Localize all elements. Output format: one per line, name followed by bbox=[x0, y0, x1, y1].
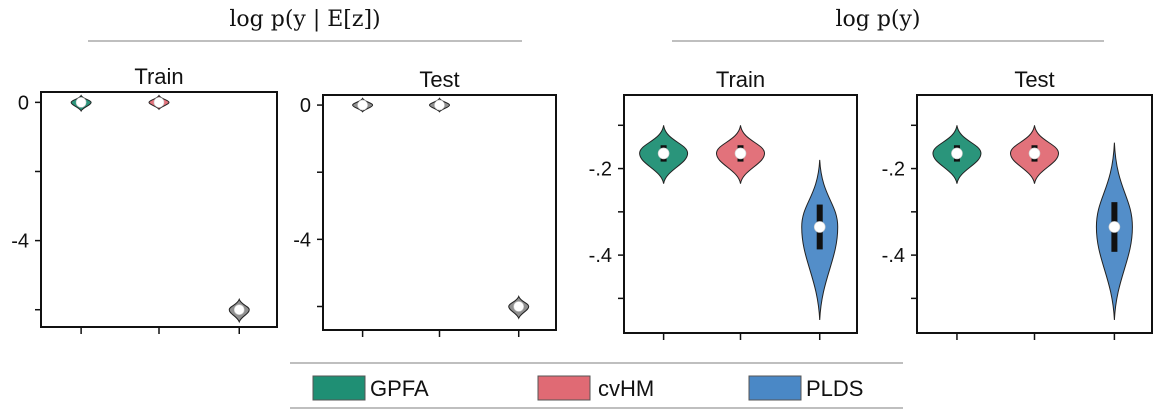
legend-swatch-gpfa bbox=[312, 375, 366, 401]
y-tick-label: 0 bbox=[300, 95, 311, 117]
violin-median-dot bbox=[233, 304, 245, 316]
legend-swatch-cvhm bbox=[537, 375, 591, 401]
panel-3: Train -.2 -.4 bbox=[589, 67, 858, 340]
violin-median-dot bbox=[513, 301, 525, 312]
violin-median-dot bbox=[657, 147, 670, 160]
panel-4: Test -.2 -.4 bbox=[882, 67, 1153, 340]
panel-title: Test bbox=[1014, 67, 1054, 92]
panel-2: Test 0 -4 bbox=[293, 67, 557, 337]
y-tick-label: -.4 bbox=[589, 245, 612, 267]
violin-median-dot bbox=[813, 221, 826, 233]
y-tick-label: -.2 bbox=[882, 159, 905, 181]
legend-swatch-plds bbox=[748, 375, 802, 401]
violin-median-dot bbox=[434, 99, 445, 111]
legend-label-cvhm: cvHM bbox=[598, 376, 654, 401]
violin-median-dot bbox=[75, 97, 87, 108]
violin-median-dot bbox=[1028, 147, 1041, 160]
panel-title: Train bbox=[716, 67, 765, 92]
panel-frame bbox=[40, 91, 278, 328]
y-tick-label: 0 bbox=[18, 92, 29, 114]
legend-label-gpfa: GPFA bbox=[370, 376, 429, 401]
panel-frame bbox=[322, 94, 557, 331]
panels-layer: Train 0 -4 Test 0 -4 Train -.2 -.4 Test -.2 -.4 bbox=[11, 64, 1153, 340]
group-title-right: log p(y) bbox=[835, 7, 920, 32]
y-tick-label: -4 bbox=[293, 229, 311, 251]
legend-label-plds: PLDS bbox=[806, 376, 863, 401]
violin-median-dot bbox=[734, 147, 747, 160]
violin-median-dot bbox=[357, 99, 368, 111]
group-title-left: log p(y | E[z]) bbox=[229, 7, 380, 32]
panel-1: Train 0 -4 bbox=[11, 64, 278, 334]
violin-median-dot bbox=[153, 97, 165, 108]
y-tick-label: -.2 bbox=[589, 159, 612, 181]
y-tick-label: -.4 bbox=[882, 245, 905, 267]
violin-median-dot bbox=[1108, 221, 1121, 233]
panel-title: Train bbox=[134, 64, 183, 89]
panel-title: Test bbox=[419, 67, 459, 92]
violin-median-dot bbox=[951, 147, 963, 160]
y-tick-label: -4 bbox=[11, 231, 29, 253]
